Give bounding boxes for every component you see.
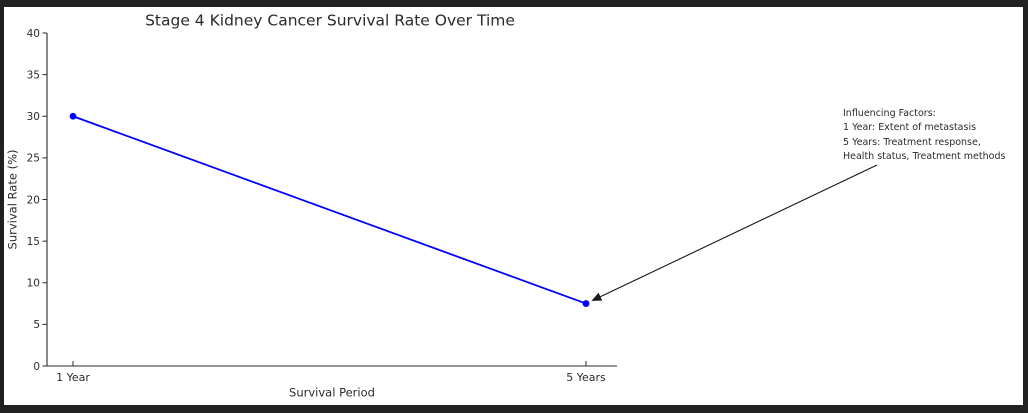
y-tick-label: 25 (27, 153, 40, 165)
survival-line (72, 115, 587, 305)
y-tick-label: 35 (27, 69, 40, 81)
y-tick-label: 20 (27, 194, 40, 206)
y-tick-label: 5 (33, 319, 40, 331)
y-tick-label: 30 (27, 111, 40, 123)
axes: 0 5 10 15 20 25 30 35 40 1 Year 5 Years (27, 28, 617, 384)
axis-spines (46, 33, 617, 367)
y-tick-label: 40 (27, 28, 40, 40)
y-tick-label: 15 (27, 236, 40, 248)
x-axis-label: Survival Period (289, 386, 375, 400)
y-axis-label: Survival Rate (%) (6, 150, 20, 250)
annotation-arrow (591, 164, 878, 302)
survival-point (582, 300, 590, 307)
annotation-arrow-line (591, 164, 878, 302)
annotation-text: Influencing Factors: 1 Year: Extent of m… (843, 108, 1006, 162)
survival-point (69, 112, 77, 120)
chart-title: Stage 4 Kidney Cancer Survival Rate Over… (145, 12, 515, 30)
x-tick-label: 1 Year (56, 371, 90, 384)
survival-line-series (69, 112, 590, 307)
y-tick-label: 0 (33, 361, 40, 373)
y-tick-label: 10 (27, 278, 40, 290)
x-tick-label: 5 Years (566, 371, 606, 384)
